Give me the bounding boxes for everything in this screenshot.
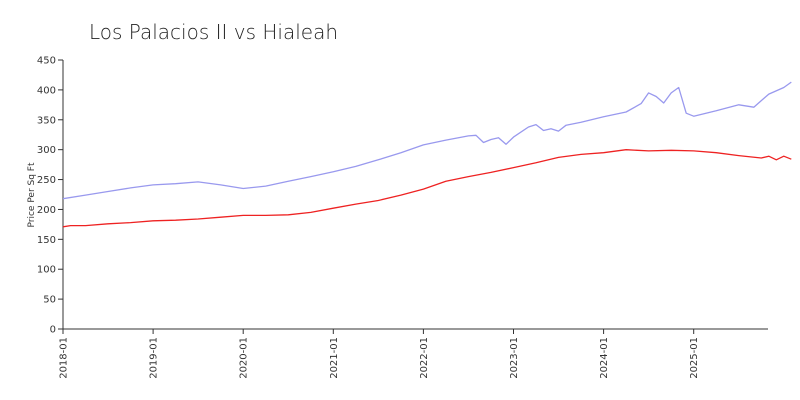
- y-tick-label: 150: [37, 235, 56, 246]
- x-tick-label: 2020-01: [239, 337, 250, 379]
- y-tick-label: 300: [37, 145, 56, 156]
- y-tick-label: 450: [37, 56, 56, 67]
- y-tick-label: 250: [37, 175, 56, 186]
- series-line-1: [62, 81, 792, 200]
- x-tick-label: 2021-01: [329, 337, 340, 379]
- chart-title: Los Palacios II vs Hialeah: [89, 20, 339, 44]
- y-tick-label: 350: [37, 115, 56, 126]
- x-tick-label: 2018-01: [59, 337, 70, 379]
- y-tick-label: 200: [37, 205, 56, 216]
- y-tick-label: 0: [50, 325, 56, 336]
- x-tick-label: 2025-01: [689, 337, 700, 379]
- x-tick-label: 2024-01: [599, 337, 610, 379]
- series-group: [62, 81, 792, 228]
- y-tick-label: 50: [43, 295, 56, 306]
- y-tick-label: 100: [37, 265, 56, 276]
- x-tick-label: 2019-01: [149, 337, 160, 379]
- axes: 0 50 100 150 200 250 300 350 400 450 2018-01 2019-0…: [37, 56, 768, 379]
- x-tick-label: 2023-01: [509, 337, 520, 379]
- y-axis-title: Price Per Sq Ft: [27, 162, 37, 227]
- y-tick-label: 400: [37, 85, 56, 96]
- series-line-2: [62, 149, 792, 228]
- x-tick-label: 2022-01: [419, 337, 430, 379]
